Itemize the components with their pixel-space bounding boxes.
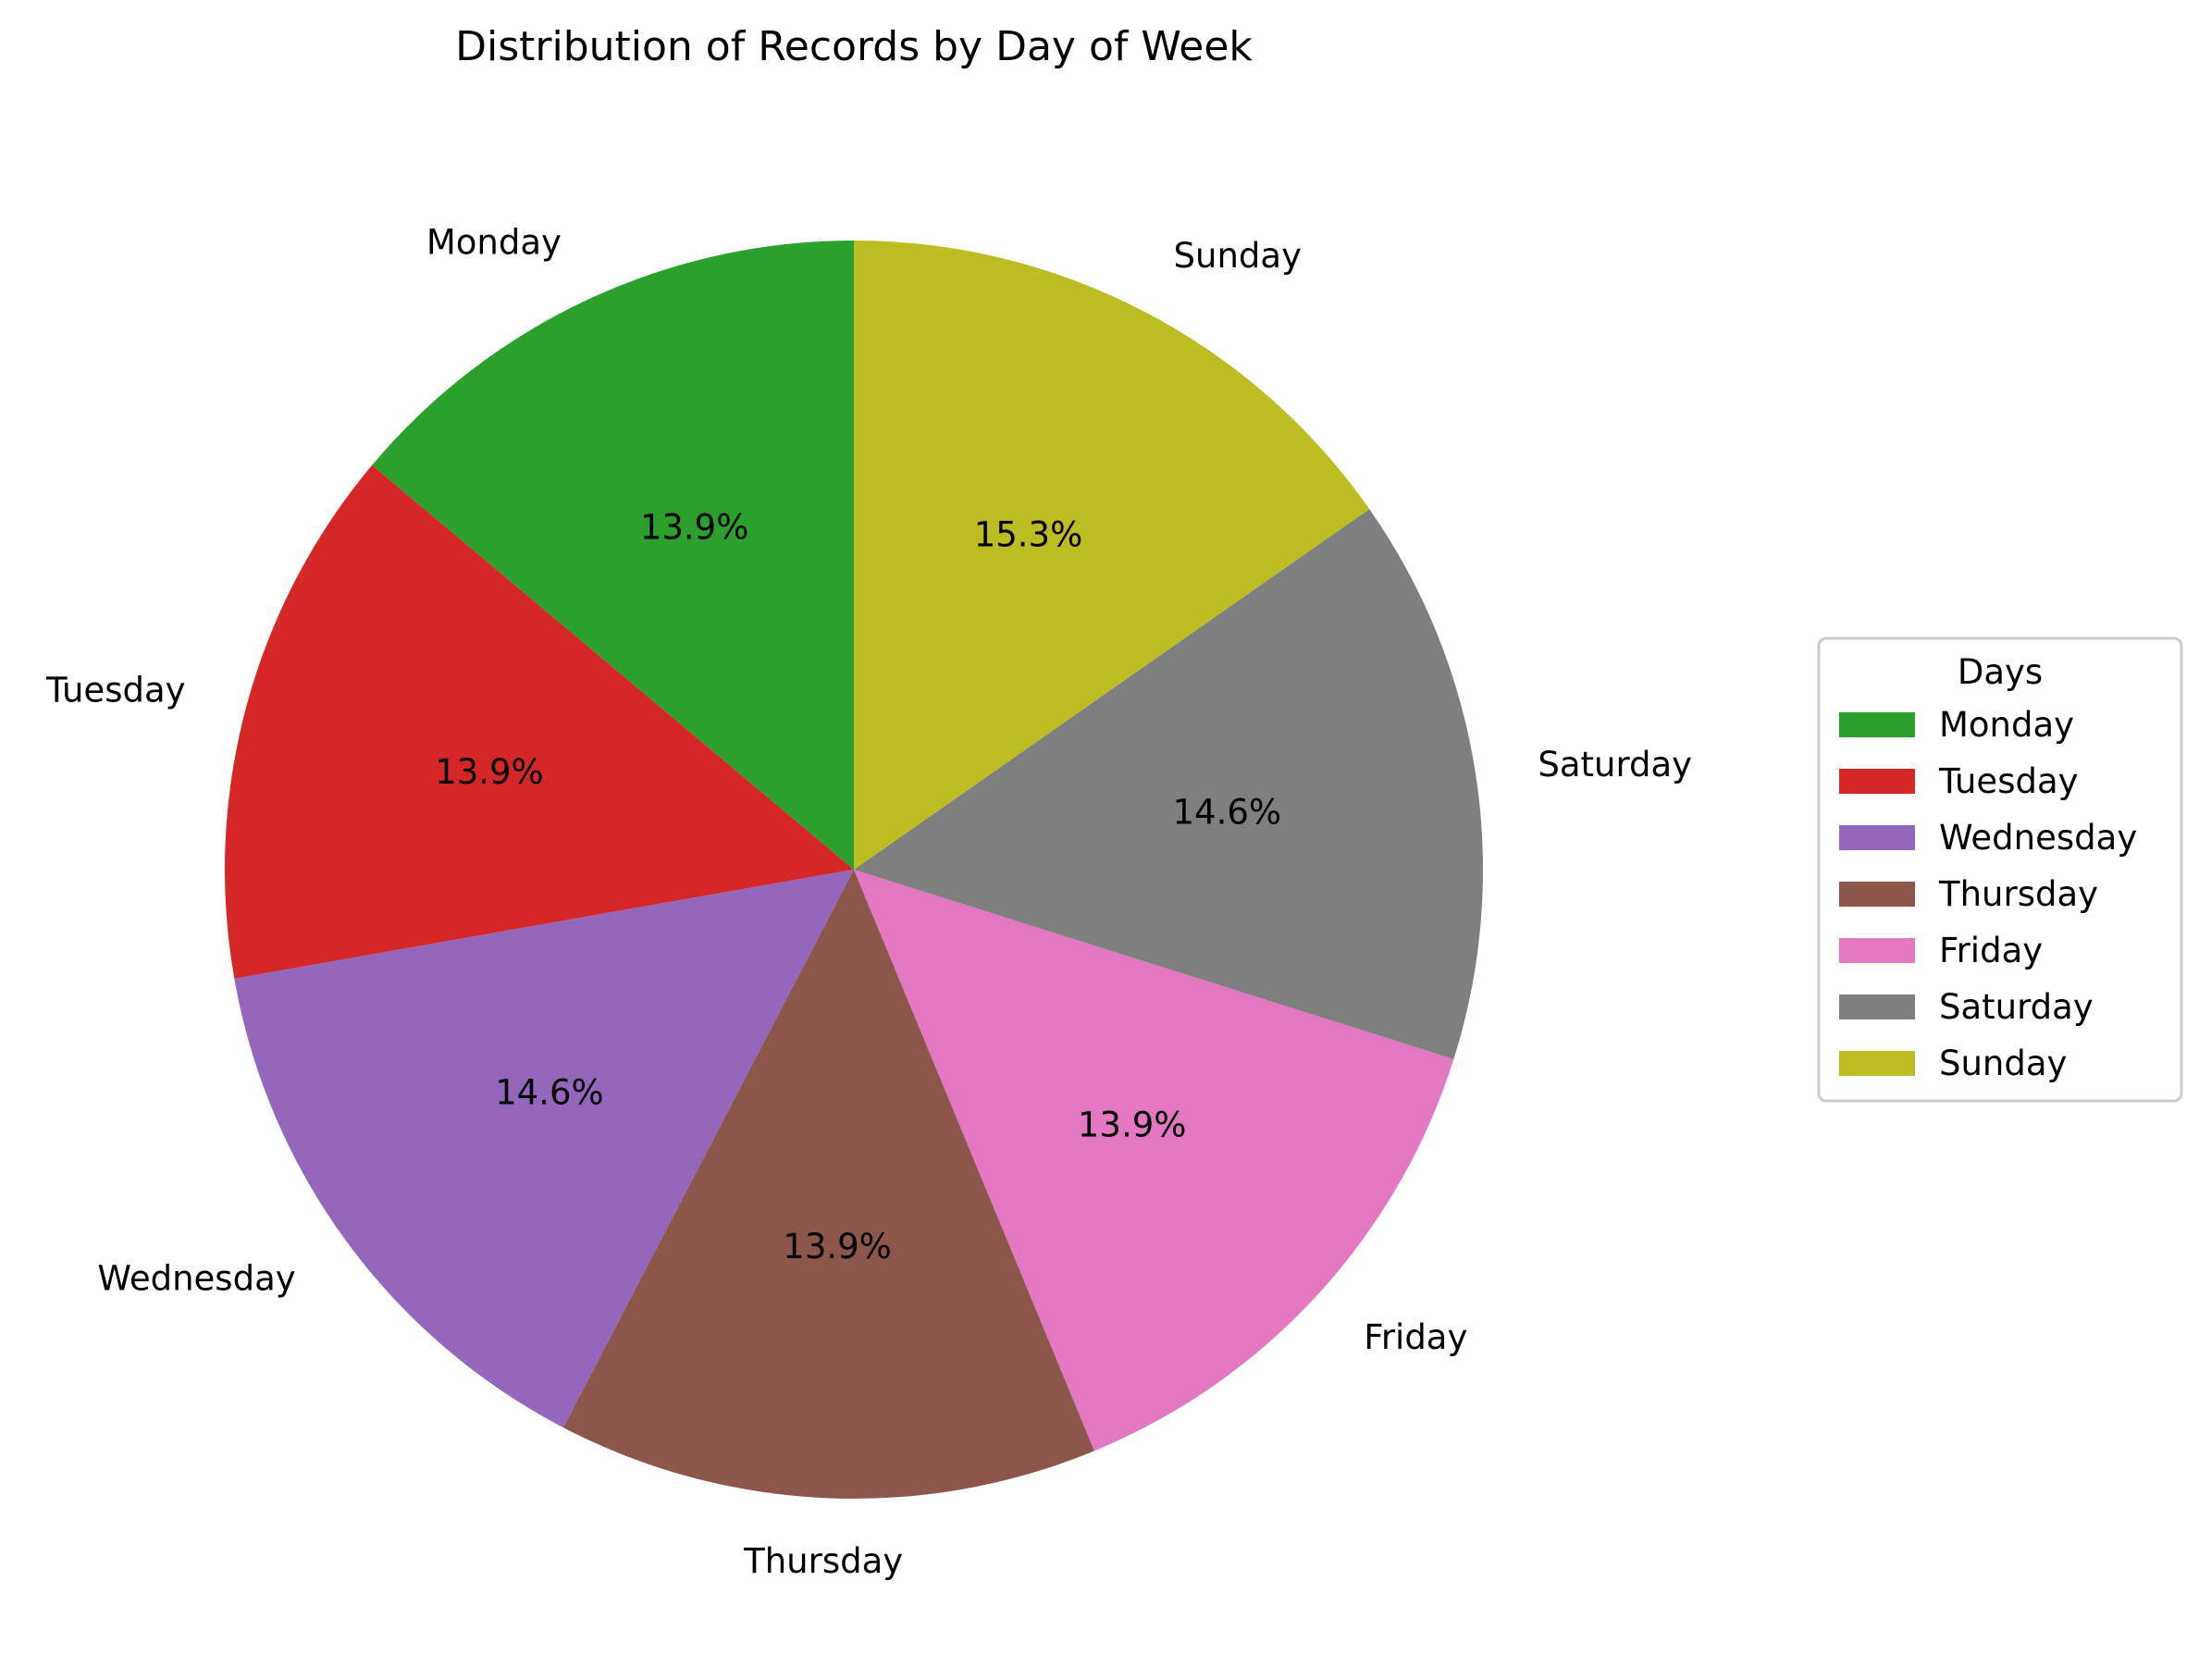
legend-frame bbox=[1817, 636, 2183, 1103]
pie-percent-labels: 13.9% 13.9% 14.6% 13.9% 13.9% 14.6% 15.3% bbox=[435, 508, 1281, 1266]
percent-label-tuesday: 13.9% bbox=[435, 752, 544, 792]
slice-label-sunday: Sunday bbox=[1174, 236, 1302, 276]
pie-slice-thursday bbox=[562, 870, 1094, 1499]
percent-label-wednesday: 14.6% bbox=[495, 1073, 604, 1113]
pie-slice-monday bbox=[372, 241, 854, 870]
pie-slice-sunday bbox=[854, 241, 1370, 870]
legend-label-tuesday: Tuesday bbox=[1938, 761, 2079, 801]
legend-label-sunday: Sunday bbox=[1939, 1044, 2067, 1083]
pie-slices bbox=[225, 241, 1483, 1499]
legend: Days Monday Tuesday Wednesday Thursday Frida… bbox=[1817, 636, 2183, 1103]
legend-title: Days bbox=[1958, 652, 2043, 692]
percent-label-saturday: 14.6% bbox=[1173, 793, 1282, 833]
pie-slice-wednesday bbox=[234, 870, 854, 1428]
legend-swatch-friday bbox=[1839, 938, 1915, 963]
pie-slice-tuesday bbox=[225, 464, 854, 979]
slice-label-thursday: Thursday bbox=[743, 1541, 903, 1581]
legend-swatch-sunday bbox=[1839, 1051, 1915, 1076]
slice-label-saturday: Saturday bbox=[1538, 745, 1692, 784]
legend-swatch-saturday bbox=[1839, 994, 1915, 1019]
percent-label-friday: 13.9% bbox=[1078, 1105, 1187, 1144]
slice-label-tuesday: Tuesday bbox=[45, 671, 186, 710]
chart-title: Distribution of Records by Day of Week bbox=[455, 23, 1253, 70]
slice-label-friday: Friday bbox=[1364, 1317, 1467, 1357]
percent-label-sunday: 15.3% bbox=[974, 515, 1083, 555]
slice-label-monday: Monday bbox=[426, 223, 562, 263]
legend-label-saturday: Saturday bbox=[1939, 987, 2094, 1027]
pie-slice-labels: Monday Tuesday Wednesday Thursday Friday Satu… bbox=[45, 223, 1692, 1581]
legend-items: Monday Tuesday Wednesday Thursday Friday Satu… bbox=[1839, 705, 2137, 1083]
legend-label-friday: Friday bbox=[1939, 931, 2043, 970]
pie-slice-friday bbox=[854, 870, 1454, 1451]
percent-label-monday: 13.9% bbox=[640, 508, 749, 548]
legend-label-wednesday: Wednesday bbox=[1939, 818, 2137, 858]
legend-swatch-wednesday bbox=[1839, 825, 1915, 850]
pie-slice-saturday bbox=[854, 509, 1483, 1059]
legend-swatch-thursday bbox=[1839, 882, 1915, 907]
legend-swatch-tuesday bbox=[1839, 769, 1915, 794]
legend-swatch-monday bbox=[1839, 712, 1915, 737]
slice-label-wednesday: Wednesday bbox=[97, 1259, 295, 1299]
legend-label-monday: Monday bbox=[1939, 705, 2074, 745]
legend-label-thursday: Thursday bbox=[1938, 874, 2098, 914]
percent-label-thursday: 13.9% bbox=[783, 1227, 892, 1266]
